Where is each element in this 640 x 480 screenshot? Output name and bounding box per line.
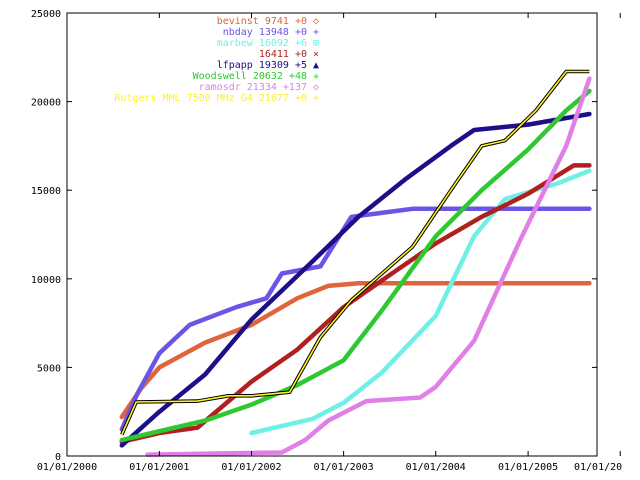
series-line-nbday (119, 206, 592, 432)
legend-entry: lfpapp 19309 +5 (217, 60, 307, 71)
series-line-unnamed-3 (119, 163, 592, 445)
series-line-ramosdr (145, 76, 592, 457)
y-tick-label: 25000 (31, 9, 61, 20)
series-line-lfpapp (119, 111, 592, 448)
series-layer (119, 69, 592, 457)
legend-entry: Woodswell 20632 +48 (193, 71, 307, 82)
legend-entry: ramosdr 21334 +137 (199, 82, 307, 93)
legend: bevinst 9741 +0 ◇ nbday 13948 +0 + marbew 16… (114, 16, 319, 104)
legend-entry: bevinst 9741 +0 (217, 16, 307, 27)
legend-entry: marbew 16092 +6 (217, 38, 307, 49)
x-tick-label: 01/01/20 (574, 462, 622, 473)
legend-marker: ◇ (313, 16, 319, 27)
legend-marker: ▲ (313, 60, 319, 71)
legend-marker: × (313, 49, 319, 60)
x-tick-label: 01/01/2002 (221, 462, 281, 473)
x-tick-label: 01/01/2000 (37, 462, 97, 473)
legend-entry: nbday 13948 +0 (223, 27, 307, 38)
series-line-rutgers-mml (121, 70, 590, 436)
legend-marker: ✳ (313, 71, 319, 82)
legend-marker: + (313, 27, 319, 38)
x-tick-label: 01/01/2004 (406, 462, 466, 473)
legend-entry: 16411 +0 (259, 49, 307, 60)
x-tick-label: 01/01/2005 (498, 462, 558, 473)
plot-frame (66, 12, 598, 457)
series-line-woodswell (119, 88, 592, 443)
y-tick-label: 20000 (31, 98, 61, 109)
legend-marker: ◇ (313, 82, 319, 93)
x-tick-label: 01/01/2003 (314, 462, 374, 473)
legend-marker: ⊞ (313, 38, 319, 49)
y-tick-label: 15000 (31, 186, 61, 197)
y-tick-label: 10000 (31, 275, 61, 286)
y-tick-label: 0 (55, 452, 61, 463)
x-tick-label: 01/01/2001 (129, 462, 189, 473)
legend-entry: Rutgers MML 7500 MHz G4 21677 +0 (114, 93, 307, 104)
legend-marker: + (313, 93, 319, 104)
y-tick-label: 5000 (37, 363, 61, 374)
series-line-bevinst (119, 280, 592, 420)
axis-layer: 0 5000 10000 15000 20000 25000 01/01/2000 01/01… (31, 9, 622, 473)
